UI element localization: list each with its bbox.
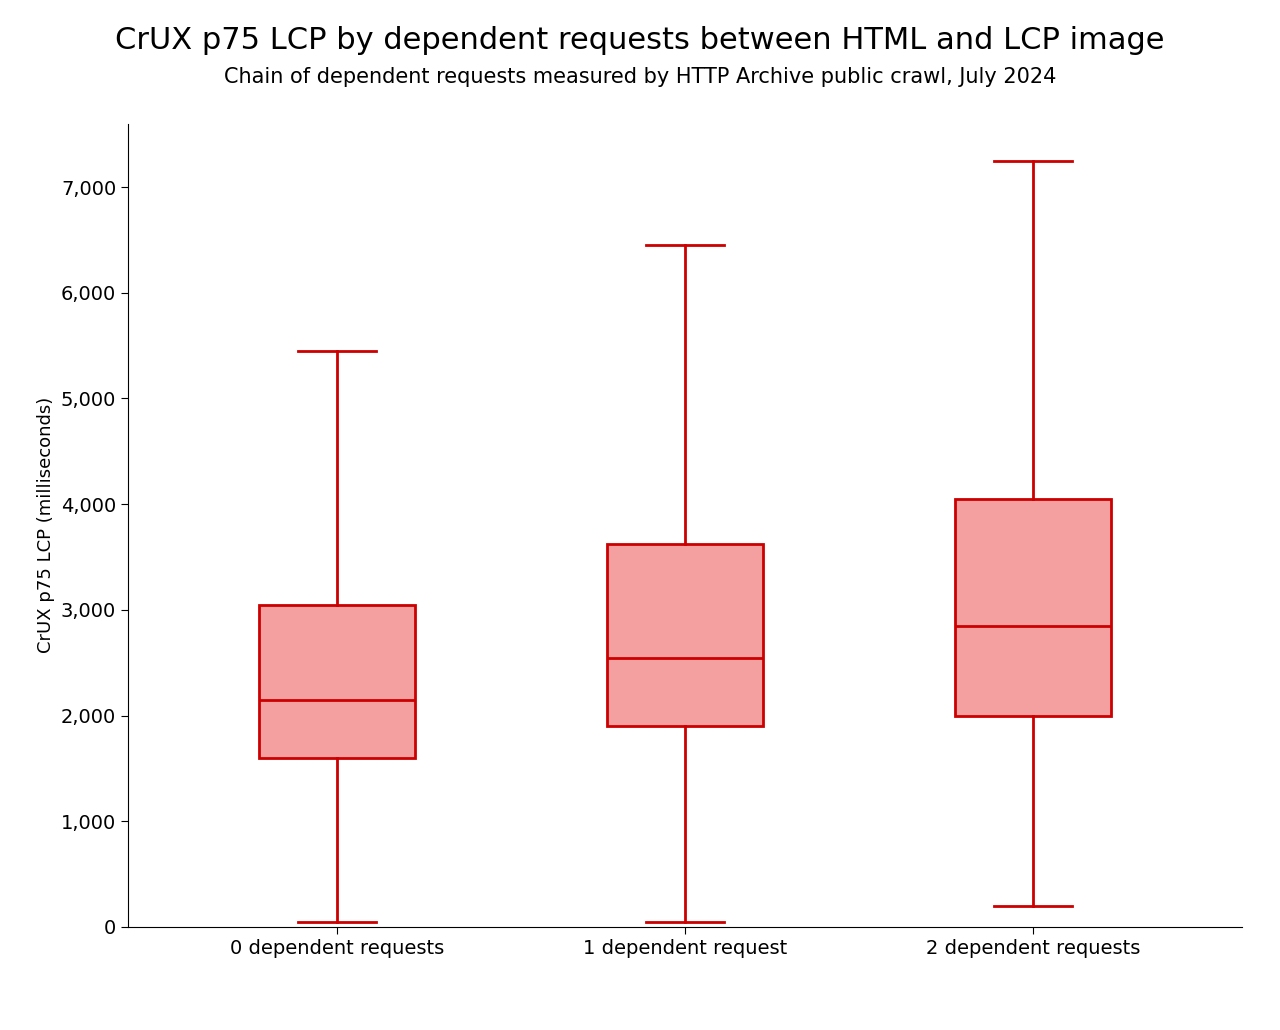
Text: Chain of dependent requests measured by HTTP Archive public crawl, July 2024: Chain of dependent requests measured by … [224, 67, 1056, 87]
Text: CrUX p75 LCP by dependent requests between HTML and LCP image: CrUX p75 LCP by dependent requests betwe… [115, 26, 1165, 55]
PathPatch shape [955, 499, 1111, 716]
PathPatch shape [259, 605, 415, 758]
PathPatch shape [607, 544, 763, 726]
Y-axis label: CrUX p75 LCP (milliseconds): CrUX p75 LCP (milliseconds) [37, 398, 55, 653]
